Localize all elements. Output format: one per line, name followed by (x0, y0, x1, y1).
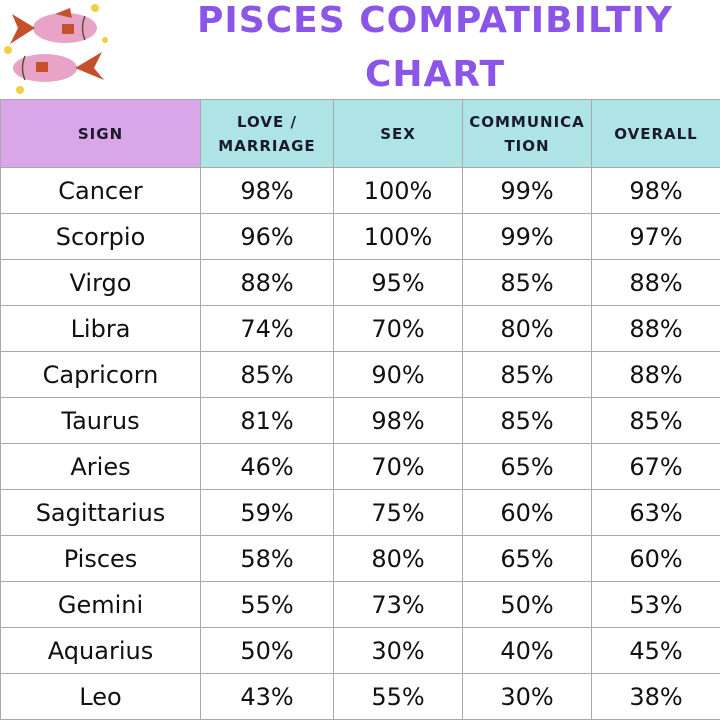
percent-cell: 65% (462, 535, 592, 582)
table-row: Virgo 88% 95% 85% 88% (0, 259, 720, 306)
sign-cell: Aquarius (0, 627, 201, 674)
fish-icon (10, 8, 97, 44)
percent-cell: 59% (200, 489, 334, 536)
percent-cell: 90% (333, 351, 463, 398)
table-row: Pisces 58% 80% 65% 60% (0, 535, 720, 582)
percent-cell: 67% (591, 443, 720, 490)
percent-cell: 45% (591, 627, 720, 674)
percent-cell: 50% (462, 581, 592, 628)
percent-cell: 88% (591, 305, 720, 352)
table-row: Sagittarius 59% 75% 60% 63% (0, 489, 720, 536)
percent-cell: 99% (462, 213, 592, 260)
table-row: Leo 43% 55% 30% 38% (0, 673, 720, 720)
percent-cell: 80% (333, 535, 463, 582)
table-row: Libra 74% 70% 80% 88% (0, 305, 720, 352)
percent-cell: 85% (200, 351, 334, 398)
percent-cell: 40% (462, 627, 592, 674)
table-row: Taurus 81% 98% 85% 85% (0, 397, 720, 444)
table-row: Gemini 55% 73% 50% 53% (0, 581, 720, 628)
percent-cell: 95% (333, 259, 463, 306)
percent-cell: 70% (333, 305, 463, 352)
percent-cell: 99% (462, 167, 592, 214)
percent-cell: 43% (200, 673, 334, 720)
percent-cell: 98% (200, 167, 334, 214)
compatibility-table: SIGN LOVE / MARRIAGE SEX COMMUNICA TION OVERAL… (0, 99, 720, 720)
table-row: Aries 46% 70% 65% 67% (0, 443, 720, 490)
table-row: Capricorn 85% 90% 85% 88% (0, 351, 720, 398)
percent-cell: 50% (200, 627, 334, 674)
percent-cell: 58% (200, 535, 334, 582)
column-header: COMMUNICA TION (462, 99, 592, 168)
percent-cell: 55% (333, 673, 463, 720)
sign-cell: Scorpio (0, 213, 201, 260)
percent-cell: 63% (591, 489, 720, 536)
percent-cell: 85% (462, 397, 592, 444)
percent-cell: 30% (333, 627, 463, 674)
sign-cell: Aries (0, 443, 201, 490)
column-header: SEX (333, 99, 463, 168)
title-line-2: CHART (364, 54, 506, 95)
table-row: Scorpio 96% 100% 99% 97% (0, 213, 720, 260)
sign-cell: Taurus (0, 397, 201, 444)
percent-cell: 88% (591, 351, 720, 398)
percent-cell: 53% (591, 581, 720, 628)
fish-icon (13, 52, 104, 82)
sign-cell: Capricorn (0, 351, 201, 398)
column-header: LOVE / MARRIAGE (200, 99, 334, 168)
percent-cell: 74% (200, 305, 334, 352)
percent-cell: 85% (591, 397, 720, 444)
percent-cell: 98% (591, 167, 720, 214)
percent-cell: 65% (462, 443, 592, 490)
percent-cell: 80% (462, 305, 592, 352)
sign-cell: Pisces (0, 535, 201, 582)
percent-cell: 70% (333, 443, 463, 490)
percent-cell: 85% (462, 351, 592, 398)
percent-cell: 60% (591, 535, 720, 582)
percent-cell: 75% (333, 489, 463, 536)
percent-cell: 88% (591, 259, 720, 306)
table-row: Cancer 98% 100% 99% 98% (0, 167, 720, 214)
sign-cell: Leo (0, 673, 201, 720)
percent-cell: 85% (462, 259, 592, 306)
percent-cell: 55% (200, 581, 334, 628)
percent-cell: 98% (333, 397, 463, 444)
table-row: Aquarius 50% 30% 40% 45% (0, 627, 720, 674)
sign-cell: Gemini (0, 581, 201, 628)
percent-cell: 100% (333, 167, 463, 214)
percent-cell: 88% (200, 259, 334, 306)
column-header: SIGN (0, 99, 201, 168)
pisces-fish-logo (4, 4, 108, 94)
percent-cell: 100% (333, 213, 463, 260)
sign-cell: Libra (0, 305, 201, 352)
percent-cell: 60% (462, 489, 592, 536)
percent-cell: 38% (591, 673, 720, 720)
header-row: SIGN LOVE / MARRIAGE SEX COMMUNICA TION OVERAL… (0, 99, 720, 168)
percent-cell: 97% (591, 213, 720, 260)
percent-cell: 30% (462, 673, 592, 720)
sign-cell: Cancer (0, 167, 201, 214)
percent-cell: 81% (200, 397, 334, 444)
title-line-1: PISCES COMPATIBILTIY (197, 0, 673, 41)
percent-cell: 96% (200, 213, 334, 260)
percent-cell: 73% (333, 581, 463, 628)
sign-cell: Sagittarius (0, 489, 201, 536)
sign-cell: Virgo (0, 259, 201, 306)
column-header: OVERALL (591, 99, 720, 168)
percent-cell: 46% (200, 443, 334, 490)
